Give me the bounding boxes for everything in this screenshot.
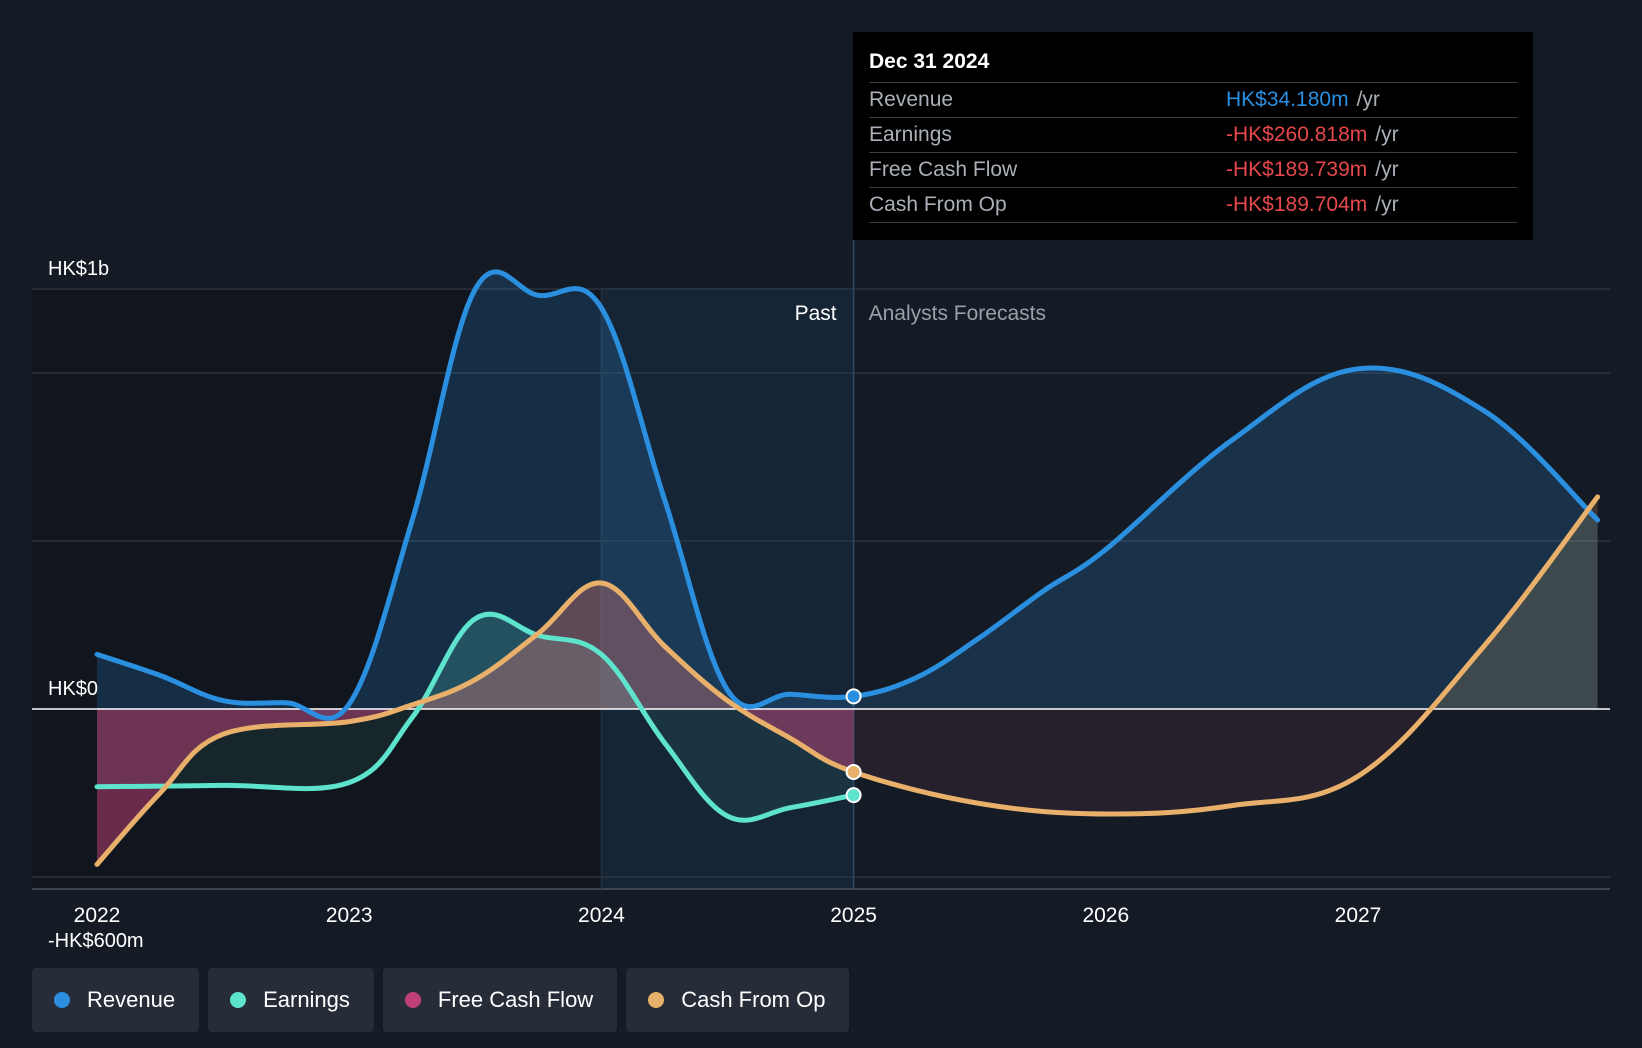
free-cash-flow-area-positive <box>97 582 854 709</box>
highlight-region <box>601 288 854 889</box>
revenue-area <box>97 271 1598 719</box>
legend-item-earnings[interactable]: Earnings <box>208 968 374 1032</box>
tooltip-row-revenue: Revenue HK$34.180m /yr <box>869 83 1517 118</box>
earnings-marker <box>845 787 862 804</box>
x-tick-label: 2025 <box>830 904 877 927</box>
revenue-marker <box>845 688 862 705</box>
x-tick-label: 2026 <box>1082 904 1129 927</box>
legend-dot-icon <box>648 992 665 1008</box>
tooltip-value: -HK$189.739m <box>1226 158 1368 181</box>
lines-layer <box>32 269 1610 867</box>
tooltip-unit: /yr <box>1375 193 1399 216</box>
legend-label: Earnings <box>263 987 350 1012</box>
legend-label: Revenue <box>87 987 176 1012</box>
legend-item-cash-from-op[interactable]: Cash From Op <box>626 968 850 1032</box>
tooltip-value: -HK$260.818m <box>1226 123 1368 146</box>
earnings-line <box>94 611 857 823</box>
tooltip-unit: /yr <box>1375 123 1399 146</box>
legend-dot-icon <box>54 992 70 1008</box>
cash-from-op-area-negative <box>97 709 1598 865</box>
legend-dot-icon <box>404 992 421 1008</box>
tooltip-label: Free Cash Flow <box>869 158 1018 181</box>
legend: Revenue Earnings Free Cash Flow Cash Fro… <box>32 968 850 1032</box>
text-layer: HK$1b HK$0 -HK$600m 2022 2023 2024 2025 2026 202… <box>48 258 1381 952</box>
tooltip-label: Revenue <box>869 88 954 111</box>
legend-label: Cash From Op <box>681 987 826 1012</box>
legend-item-free-cash-flow[interactable]: Free Cash Flow <box>382 968 618 1032</box>
tooltip-row-earnings: Earnings -HK$260.818m /yr <box>869 118 1517 153</box>
tooltip-date: Dec 31 2024 <box>869 46 1517 83</box>
free-cash-flow-area-negative <box>97 709 854 865</box>
tooltip-row-free-cash-flow: Free Cash Flow -HK$189.739m /yr <box>869 153 1517 188</box>
y-axis-label: HK$1b <box>48 258 109 280</box>
tooltip-panel: Dec 31 2024 Revenue HK$34.180m /yr Earni… <box>853 32 1533 240</box>
gridlines-layer <box>32 240 1610 890</box>
tooltip-row-cash-from-op: Cash From Op -HK$189.704m /yr <box>869 188 1517 223</box>
y-axis-label: -HK$600m <box>48 930 144 952</box>
earnings-area-negative <box>97 709 854 821</box>
tooltip-label: Earnings <box>869 123 952 146</box>
legend-item-revenue[interactable]: Revenue <box>32 968 200 1032</box>
x-tick-label: 2023 <box>326 904 373 927</box>
legend-label: Free Cash Flow <box>437 987 594 1012</box>
tooltip-unit: /yr <box>1375 158 1399 181</box>
areas-layer <box>97 271 1598 865</box>
cash-from-op-marker <box>845 764 862 780</box>
x-tick-label: 2027 <box>1335 904 1382 927</box>
legend-dot-icon <box>230 992 247 1008</box>
tooltip-label: Cash From Op <box>869 193 1007 216</box>
forecast-label: Analysts Forecasts <box>869 302 1046 325</box>
past-label: Past <box>795 302 837 325</box>
tooltip-value: HK$34.180m <box>1226 88 1349 111</box>
cash-from-op-line <box>94 494 1601 867</box>
tooltip-value: -HK$189.704m <box>1226 193 1368 216</box>
tooltip-unit: /yr <box>1356 88 1380 111</box>
x-tick-label: 2022 <box>74 904 121 927</box>
y-axis-label: HK$0 <box>48 678 98 700</box>
earnings-area-positive <box>97 614 854 709</box>
revenue-line <box>94 269 1601 721</box>
x-tick-label: 2024 <box>578 904 625 927</box>
points-layer <box>845 688 862 804</box>
